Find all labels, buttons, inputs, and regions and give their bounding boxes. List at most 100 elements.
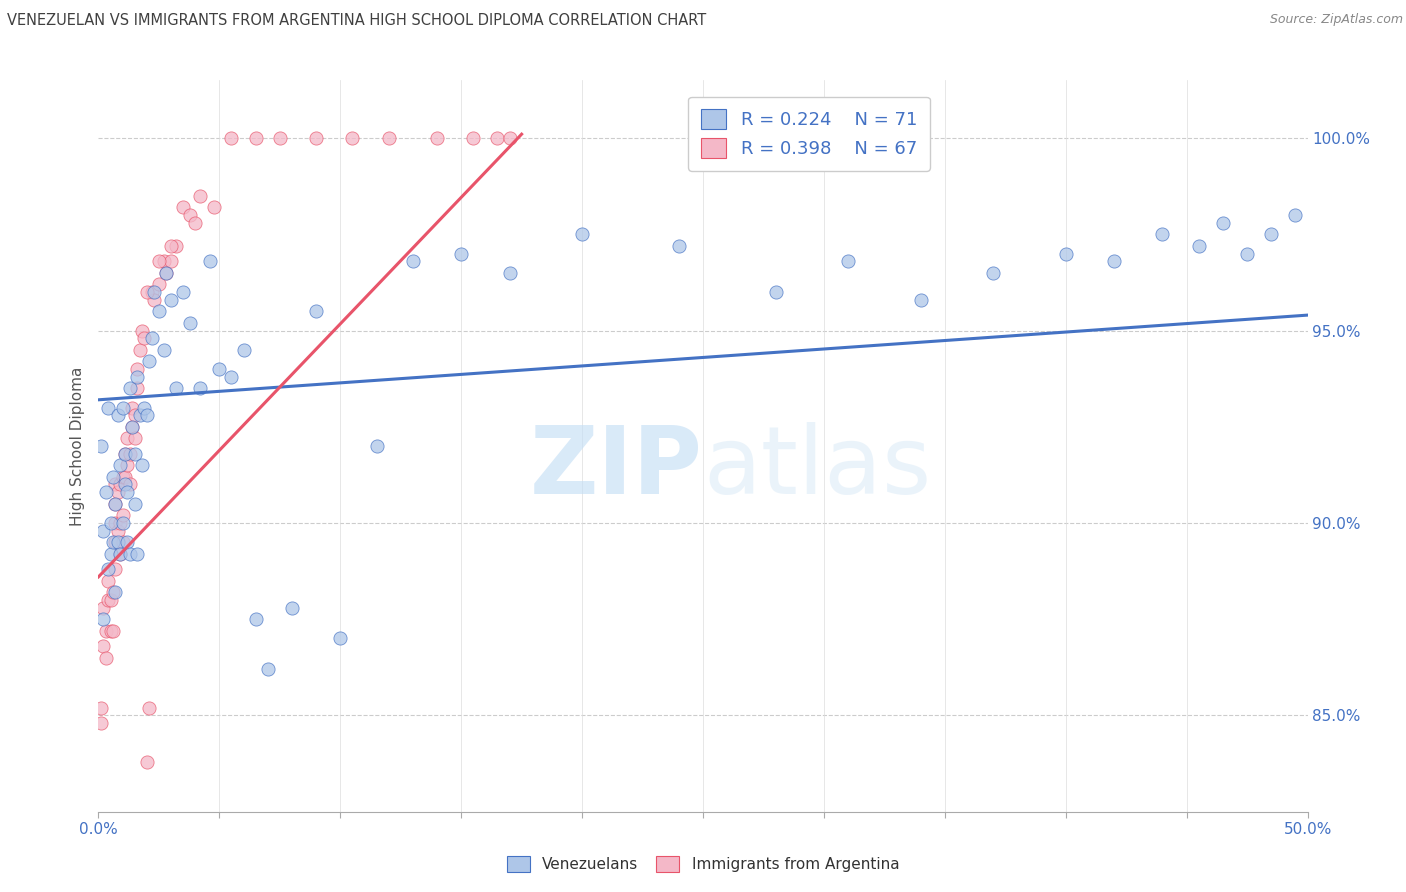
Point xyxy=(101,470,124,484)
Point xyxy=(198,254,221,268)
Point xyxy=(342,131,364,145)
Point xyxy=(148,277,170,292)
Point xyxy=(97,593,120,607)
Point xyxy=(94,650,117,665)
Point xyxy=(101,624,124,638)
Point xyxy=(135,408,157,422)
Point xyxy=(134,401,156,415)
Point xyxy=(121,401,143,415)
Point xyxy=(981,266,1004,280)
Point xyxy=(486,131,509,145)
Point xyxy=(1152,227,1174,242)
Point xyxy=(117,535,139,549)
Point xyxy=(450,246,472,260)
Point xyxy=(97,574,120,588)
Point xyxy=(100,593,122,607)
Point xyxy=(148,254,170,268)
Point xyxy=(97,401,120,415)
Point xyxy=(141,331,163,345)
Point xyxy=(111,516,134,530)
Point xyxy=(668,239,690,253)
Point xyxy=(90,439,112,453)
Point xyxy=(1102,254,1125,268)
Point xyxy=(498,266,520,280)
Point xyxy=(221,369,243,384)
Point xyxy=(1212,216,1234,230)
Point xyxy=(131,458,153,473)
Point xyxy=(256,662,278,676)
Point xyxy=(329,632,352,646)
Point xyxy=(188,188,211,202)
Point xyxy=(305,304,328,318)
Point xyxy=(104,497,127,511)
Point xyxy=(143,293,166,307)
Point xyxy=(141,285,163,299)
Point xyxy=(138,700,160,714)
Point xyxy=(204,200,226,214)
Point xyxy=(124,431,146,445)
Point xyxy=(100,547,122,561)
Point xyxy=(172,285,194,299)
Point xyxy=(121,419,143,434)
Point xyxy=(104,477,127,491)
Point xyxy=(104,497,127,511)
Point xyxy=(165,239,187,253)
Point xyxy=(118,477,141,491)
Point xyxy=(134,331,156,345)
Point xyxy=(108,547,131,561)
Point xyxy=(837,254,859,268)
Point xyxy=(124,408,146,422)
Point xyxy=(91,612,114,626)
Point xyxy=(765,285,787,299)
Point xyxy=(91,524,114,538)
Point xyxy=(143,285,166,299)
Point xyxy=(104,562,127,576)
Point xyxy=(208,362,231,376)
Point xyxy=(221,131,243,145)
Point xyxy=(117,458,139,473)
Text: atlas: atlas xyxy=(703,422,931,514)
Text: ZIP: ZIP xyxy=(530,422,703,514)
Point xyxy=(245,612,267,626)
Point xyxy=(148,304,170,318)
Point xyxy=(232,343,254,357)
Point xyxy=(97,562,120,576)
Point xyxy=(463,131,485,145)
Point xyxy=(127,547,149,561)
Point xyxy=(152,343,174,357)
Point xyxy=(91,639,114,653)
Legend: R = 0.224    N = 71, R = 0.398    N = 67: R = 0.224 N = 71, R = 0.398 N = 67 xyxy=(689,96,929,170)
Point xyxy=(108,516,131,530)
Point xyxy=(114,477,136,491)
Point xyxy=(281,600,304,615)
Point xyxy=(135,285,157,299)
Point xyxy=(94,485,117,500)
Point xyxy=(114,447,136,461)
Point xyxy=(111,470,134,484)
Point xyxy=(100,624,122,638)
Point xyxy=(155,266,177,280)
Point xyxy=(90,716,112,731)
Point xyxy=(1236,246,1258,260)
Point xyxy=(118,447,141,461)
Point xyxy=(498,131,520,145)
Legend: Venezuelans, Immigrants from Argentina: Venezuelans, Immigrants from Argentina xyxy=(499,848,907,880)
Point xyxy=(128,408,150,422)
Point xyxy=(107,535,129,549)
Point xyxy=(114,470,136,484)
Point xyxy=(111,535,134,549)
Point xyxy=(138,354,160,368)
Point xyxy=(179,208,201,222)
Point xyxy=(426,131,449,145)
Point xyxy=(121,419,143,434)
Text: Source: ZipAtlas.com: Source: ZipAtlas.com xyxy=(1270,13,1403,27)
Point xyxy=(160,254,183,268)
Y-axis label: High School Diploma: High School Diploma xyxy=(69,367,84,525)
Point xyxy=(100,516,122,530)
Point xyxy=(101,535,124,549)
Point xyxy=(111,508,134,523)
Point xyxy=(118,381,141,395)
Point xyxy=(94,624,117,638)
Point xyxy=(155,266,177,280)
Point xyxy=(111,401,134,415)
